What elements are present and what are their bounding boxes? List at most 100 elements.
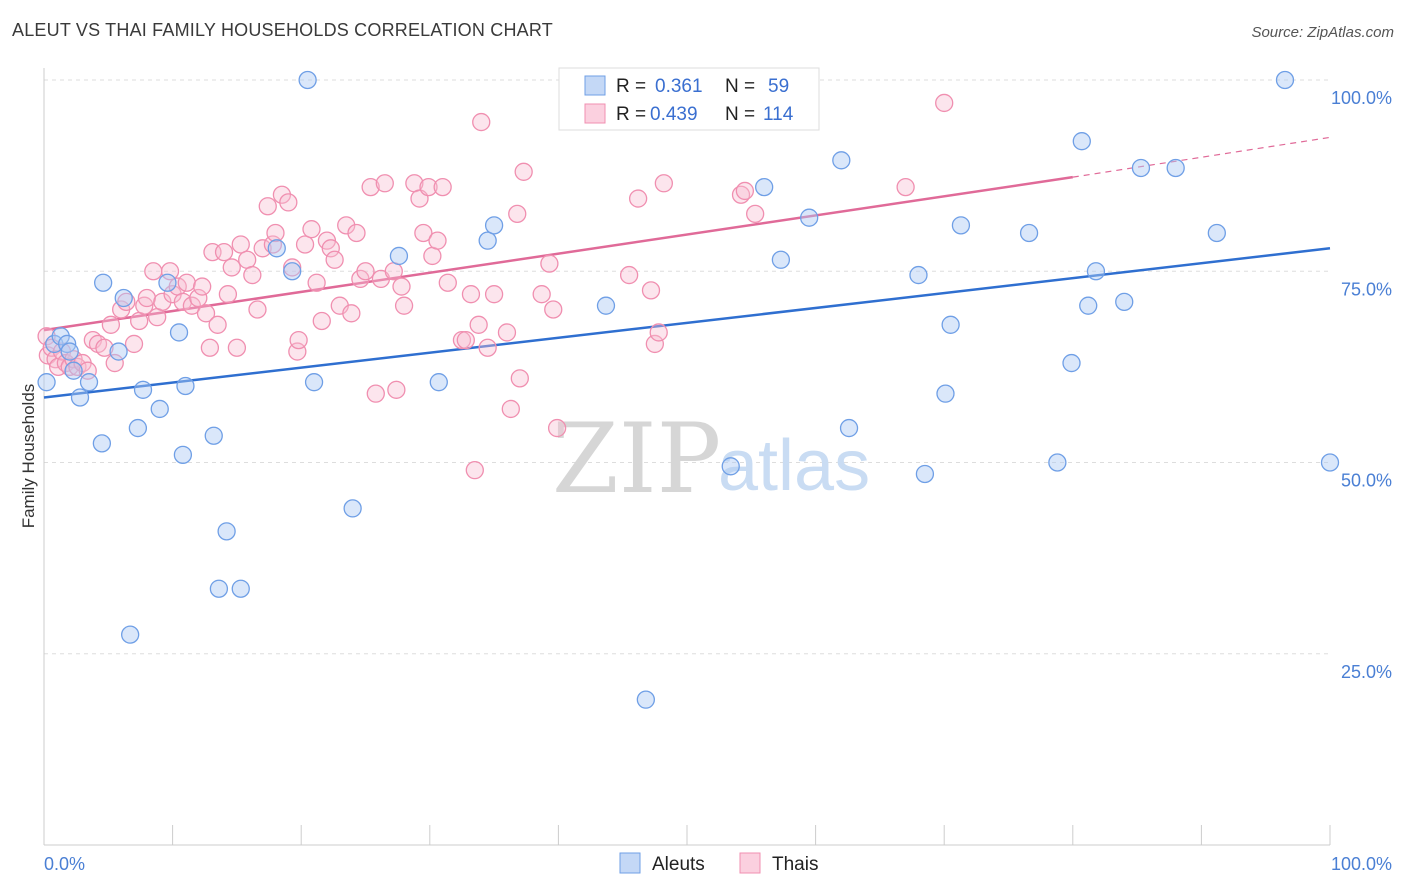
aleuts-point [173, 445, 193, 465]
aleuts-point [941, 315, 960, 334]
thais-point [208, 315, 227, 334]
thais-point [423, 246, 442, 266]
thais-point [37, 327, 56, 346]
thais-point [342, 304, 361, 323]
aleuts-point [158, 273, 177, 292]
aleuts-point [283, 262, 302, 281]
aleuts-point [429, 373, 448, 392]
thais-point [508, 204, 527, 224]
thais-point [321, 239, 340, 258]
aleuts-point [1019, 223, 1039, 243]
thais-point [497, 323, 517, 342]
thais-point [645, 334, 664, 354]
aleuts-point [150, 399, 169, 419]
thais-point [307, 273, 326, 292]
thais-r-label: R = [616, 104, 646, 125]
y-tick-label: 75.0% [1341, 279, 1392, 299]
thais-point [465, 460, 484, 480]
aleuts-point [217, 522, 236, 541]
aleuts-point [70, 388, 90, 407]
thais-point [746, 204, 765, 224]
thais-point [514, 162, 533, 181]
thais-series-swatch [739, 852, 761, 874]
aleuts-point [484, 216, 504, 235]
aleuts-point [721, 457, 740, 476]
thais-trend-extension [1072, 136, 1331, 178]
thais-point [375, 174, 394, 193]
aleuts-point [176, 376, 195, 396]
thais-points [37, 93, 954, 480]
aleuts-point [909, 265, 928, 285]
y-axis-label: Family Households [19, 384, 38, 529]
aleuts-r-value: 0.361 [655, 76, 703, 97]
thais-point [258, 197, 277, 216]
aleuts-series-label: Aleuts [652, 854, 705, 875]
aleuts-point [128, 418, 148, 438]
aleuts-point [79, 373, 99, 392]
y-tick-label: 50.0% [1341, 471, 1392, 491]
aleuts-point [596, 296, 616, 315]
aleuts-point [1275, 70, 1295, 90]
aleuts-n-label: N = [725, 76, 755, 97]
thais-point [414, 223, 433, 243]
thais-point [243, 265, 262, 285]
y-tick-label: 100.0% [1331, 88, 1392, 108]
thais-point [392, 277, 411, 296]
thais-point [484, 285, 504, 304]
thais-point [366, 384, 385, 403]
thais-point [177, 273, 196, 292]
thais-point [547, 418, 567, 438]
thais-point [337, 216, 356, 235]
thais-point [469, 315, 488, 334]
thais-point [619, 265, 639, 285]
aleuts-r-label: R = [616, 76, 646, 97]
thais-point [189, 288, 208, 308]
thais-point [356, 262, 375, 281]
aleuts-point [94, 273, 113, 292]
thais-point [532, 285, 551, 304]
thais-point [735, 181, 755, 201]
thais-point [137, 288, 157, 308]
aleuts-point [109, 342, 128, 361]
thais-point [214, 242, 234, 262]
thais-n-label: N = [725, 104, 755, 125]
thais-point [394, 296, 414, 315]
thais-point [144, 262, 163, 281]
aleuts-point [800, 208, 819, 227]
aleuts-point [114, 288, 133, 308]
aleuts-point [839, 418, 859, 438]
x-tick-label-min: 0.0% [44, 854, 85, 874]
thais-point [227, 338, 247, 357]
aleuts-point [298, 70, 317, 90]
y-tick-label: 25.0% [1341, 662, 1392, 682]
y-axis-tick-labels: 25.0% 50.0% 75.0% 100.0% [1331, 88, 1392, 682]
thais-point [222, 258, 241, 277]
thais-point [472, 112, 491, 132]
thais-point [193, 277, 212, 296]
aleuts-point [1115, 292, 1134, 312]
thais-point [325, 250, 344, 269]
aleuts-point [267, 239, 286, 258]
thais-point [433, 177, 452, 197]
aleuts-point [37, 373, 56, 392]
thais-point [218, 285, 238, 304]
aleuts-point [209, 579, 229, 598]
aleuts-point [204, 426, 223, 445]
thais-point [295, 235, 315, 254]
thais-point [452, 330, 472, 350]
aleuts-n-value: 59 [768, 76, 789, 97]
watermark-zip: ZIP [552, 403, 721, 515]
thais-point [253, 239, 272, 258]
thais-series-label: Thais [772, 854, 818, 875]
thais-point [896, 177, 915, 197]
thais-point [649, 323, 668, 342]
thais-point [153, 292, 172, 312]
thais-point [510, 369, 529, 388]
thais-point [289, 330, 308, 350]
thais-point [279, 193, 298, 212]
aleuts-series-swatch [619, 852, 641, 874]
aleuts-point [936, 384, 955, 403]
aleuts-point [1062, 353, 1081, 373]
aleuts-point [1086, 262, 1106, 281]
